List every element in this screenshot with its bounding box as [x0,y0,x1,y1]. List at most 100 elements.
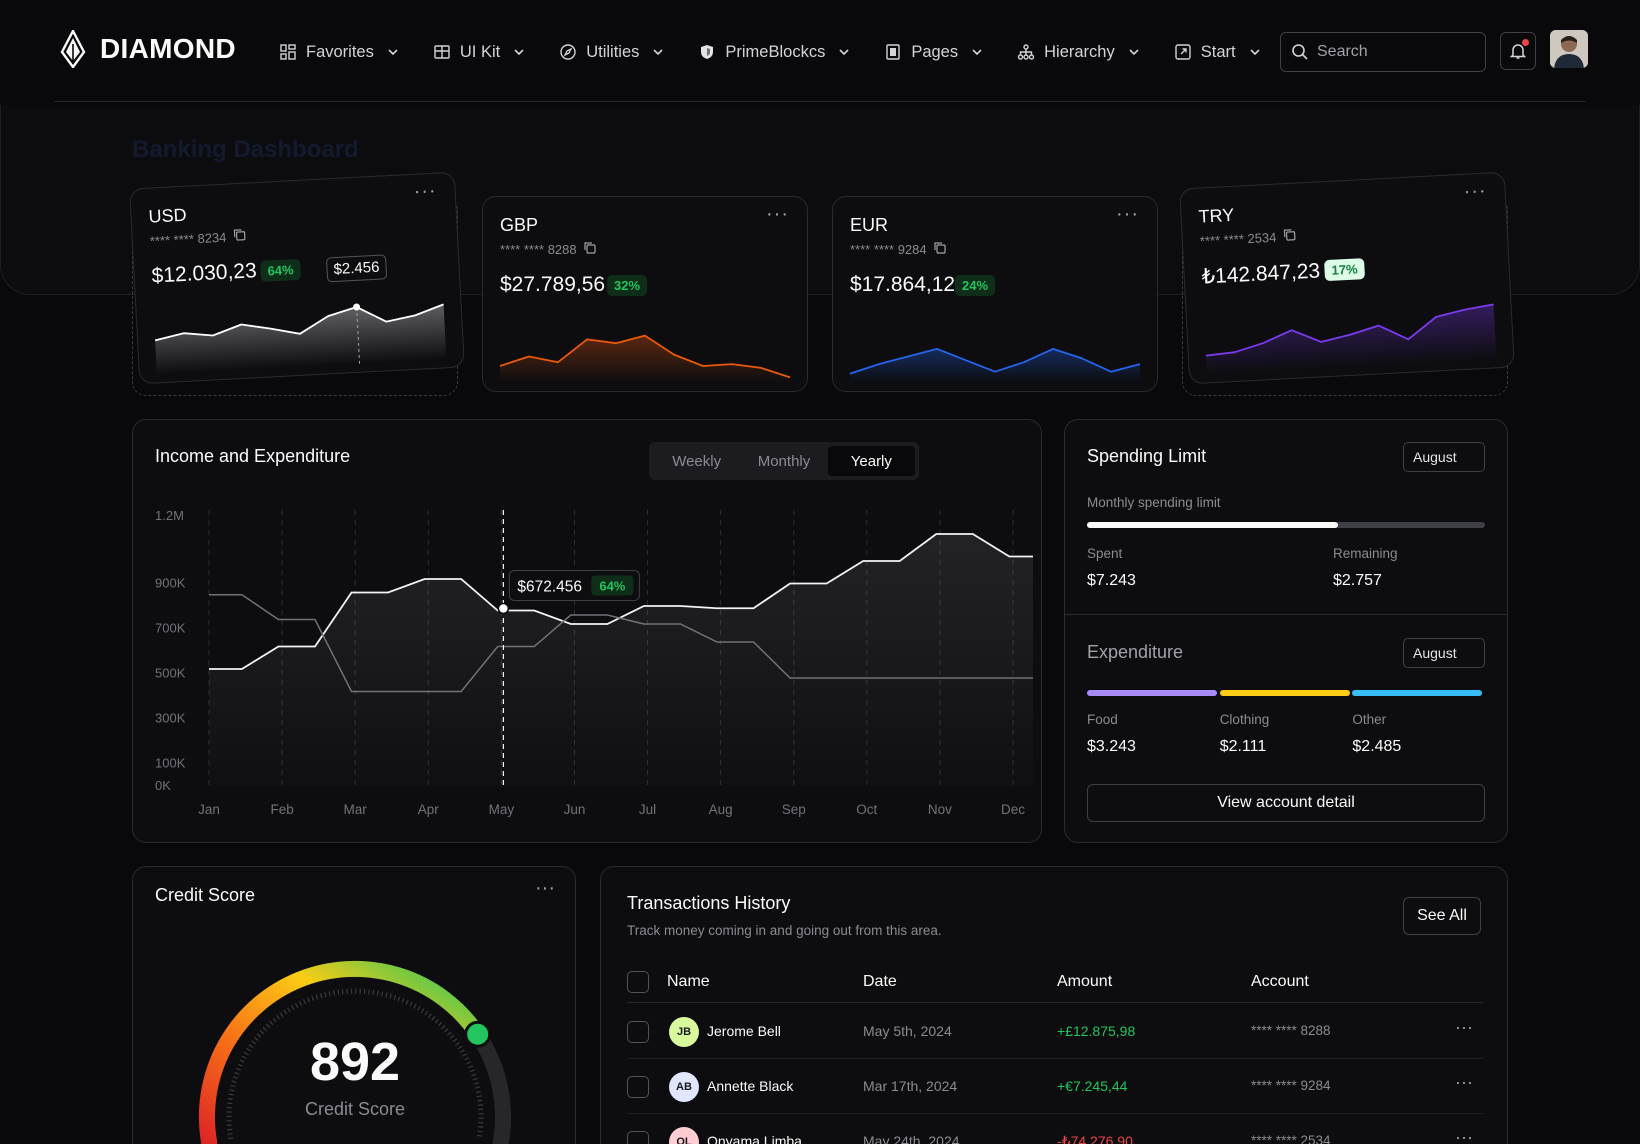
search-input[interactable] [1317,43,1467,61]
expenditure-month-select[interactable]: August [1403,638,1485,668]
more-options-icon[interactable]: ··· [1455,1127,1473,1144]
file-icon [883,42,903,62]
sparkline-area [1205,304,1497,375]
copy-icon[interactable] [232,228,246,245]
x-tick-label: Jun [564,802,586,817]
nav-item-start[interactable]: Start [1173,38,1262,66]
nav-item-label: UI Kit [459,42,501,61]
copy-icon[interactable] [1282,228,1296,245]
card-change-badge: 24% [955,275,996,296]
income-expenditure-card: Income and Expenditure Weekly Monthly Ye… [132,419,1042,843]
y-tick-label: 1.2M [155,508,184,523]
series-line [209,533,1033,670]
nav-item-primeblockcs[interactable]: PrimeBlockcs [697,38,851,66]
credit-score-label: Credit Score [304,1099,406,1119]
more-options-icon[interactable]: ··· [766,203,789,225]
currency-card-gbp[interactable]: GBP **** **** 8288 $27.789,56 32% ··· [482,196,808,392]
tooltip-value: $672.456 [517,579,582,596]
card-number: **** **** 9284 [850,241,946,257]
nav-item-utilities[interactable]: Utilities [558,38,665,66]
col-date[interactable]: Date [863,973,897,990]
spending-month-select[interactable]: August [1403,442,1485,472]
tab-monthly[interactable]: Monthly [757,452,811,470]
tab-weekly[interactable]: Weekly [672,452,722,470]
col-amount[interactable]: Amount [1057,973,1113,990]
page-title: Banking Dashboard [132,136,359,163]
nav-item-label: Start [1200,42,1236,61]
expenditure-label: Food [1087,712,1118,727]
card-number: **** **** 2534 [1199,228,1296,249]
currency-card-try[interactable]: TRY **** **** 2534 ₺142.847,23 17% ··· [1179,171,1515,385]
nav-item-ui-kit[interactable]: UI Kit [432,38,526,66]
more-options-icon[interactable]: ··· [1116,203,1139,225]
x-tick-label: Nov [928,802,952,817]
nav-item-label: Pages [911,42,959,61]
copy-icon[interactable] [933,241,946,257]
card-balance: ₺142.847,23 [1201,259,1321,289]
row-name: Annette Black [707,1078,794,1094]
sparkline-marker [353,303,361,311]
row-checkbox[interactable] [627,1021,649,1043]
row-account: **** **** 2534 [1251,1133,1331,1144]
currency-card-eur[interactable]: EUR **** **** 9284 $17.864,12 24% ··· [832,196,1158,392]
x-tick-label: Aug [709,802,733,817]
card-number: **** **** 8234 [149,228,246,249]
more-options-icon[interactable]: ··· [413,179,438,203]
table-row[interactable]: JB Jerome Bell May 5th, 2024 +£12.875,98 ***… [627,1005,1483,1059]
y-tick-label: 700K [155,621,186,636]
col-account[interactable]: Account [1251,973,1309,990]
table-row[interactable]: OL Onyama Limba May 24th, 2024 -₺74.276,90 *… [627,1115,1483,1144]
y-tick-label: 0K [155,778,171,793]
remaining-label: Remaining [1333,546,1398,561]
more-options-icon[interactable]: ··· [1455,1017,1473,1037]
more-options-icon[interactable]: ··· [1455,1072,1473,1092]
col-name[interactable]: Name [667,973,710,990]
brand-name: DIAMOND [100,33,236,64]
spent-label: Spent [1087,546,1123,561]
notifications-button[interactable] [1500,32,1536,70]
nav-item-hierarchy[interactable]: Hierarchy [1016,38,1141,66]
more-options-icon[interactable]: ··· [1463,179,1488,203]
card-number-text: **** **** 2534 [1199,229,1277,249]
row-checkbox[interactable] [627,1076,649,1098]
external-link-icon [1173,42,1193,62]
currency-card-usd[interactable]: USD **** **** 8234 $12.030,23 64% ··· $2.456 [129,171,465,385]
chevron-down-icon [1127,45,1141,59]
user-avatar[interactable] [1550,30,1588,68]
card-number-text: **** **** 9284 [850,241,927,257]
expenditure-value: $3.243 [1087,738,1136,755]
tooltip-badge [591,575,634,596]
nav-item-favorites[interactable]: Favorites [278,38,400,66]
search-box[interactable] [1280,32,1486,72]
select-all-checkbox[interactable] [627,971,649,993]
nav-item-pages[interactable]: Pages [883,38,984,66]
chevron-down-icon [1248,45,1262,59]
view-account-detail-button[interactable]: View account detail [1087,784,1485,822]
compass-icon [558,42,578,62]
see-all-button[interactable]: See All [1403,897,1481,935]
gauge-ticks [226,988,484,1140]
row-date: Mar 17th, 2024 [863,1078,958,1094]
period-toggle: Weekly Monthly Yearly [649,442,919,480]
copy-icon[interactable] [583,241,596,257]
card-balance: $17.864,12 [850,273,956,296]
limit-fill [1087,522,1338,528]
sparkline-line [1205,303,1494,357]
sparkline-line [849,348,1141,375]
transactions-card: Transactions History Track money coming … [600,866,1508,1144]
chevron-down-icon [651,45,665,59]
chevron-down-icon [837,45,851,59]
sparkline-area [500,335,790,383]
tooltip-pct: 64% [599,579,625,594]
row-checkbox[interactable] [627,1131,649,1144]
transactions-subtitle: Track money coming in and going out from… [627,923,942,938]
x-tick-label: May [489,802,515,817]
bell-icon [1509,44,1527,59]
brand[interactable]: DIAMOND [60,30,236,68]
credit-score-card: Credit Score ··· 892 Credit Score [132,866,576,1144]
y-tick-label: 900K [155,576,186,591]
sparkline-tooltip: $2.456 [325,254,388,283]
more-options-icon[interactable]: ··· [535,877,555,899]
tab-yearly[interactable]: Yearly [827,446,915,476]
table-row[interactable]: AB Annette Black Mar 17th, 2024 +€7.245,44 *… [627,1060,1483,1114]
